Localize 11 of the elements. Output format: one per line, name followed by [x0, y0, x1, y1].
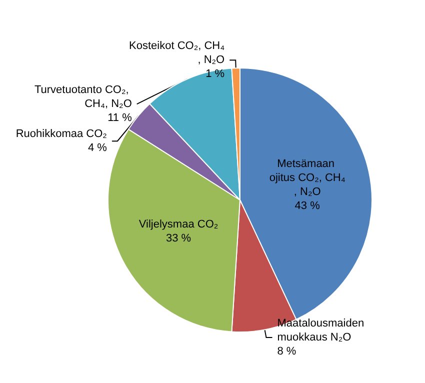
slice-label: Maatalousmaiden muokkaus N₂O — [277, 318, 368, 344]
data-label: 43 % — [294, 200, 320, 212]
slice-label: Metsämaan ojitus CO₂, CH₄, N₂O — [269, 158, 346, 198]
slice-label: Kosteikot CO₂, CH₄, N₂O — [129, 40, 226, 66]
data-label: 33 % — [166, 232, 192, 244]
data-label: 11 % — [108, 112, 132, 124]
data-label: 4 % — [88, 142, 108, 154]
slice-label: Viljelysmaa CO₂ — [138, 218, 218, 230]
slice-label: Ruohikkomaa CO₂ — [16, 128, 107, 140]
data-label: 8 % — [277, 346, 296, 358]
slice-label: Turvetuotanto CO₂, CH₄, N₂O — [34, 84, 132, 110]
